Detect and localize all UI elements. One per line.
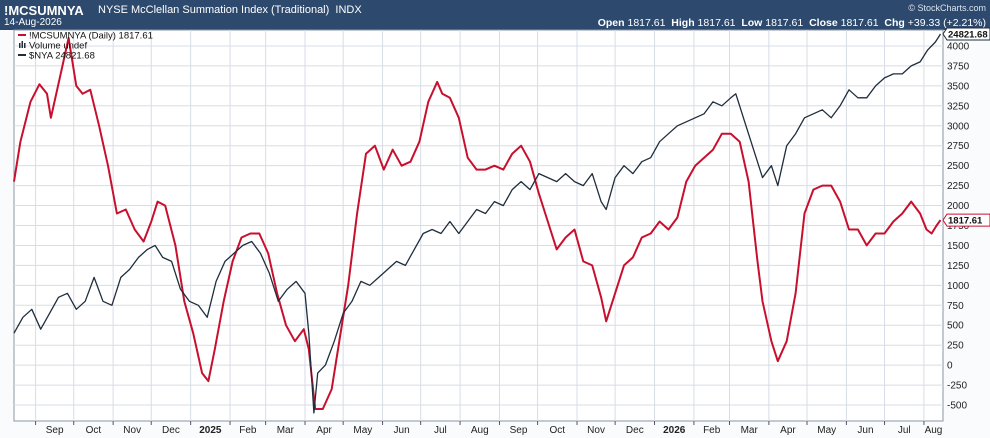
nya-last-value-text: 24821.68 <box>948 29 988 40</box>
legend-bar-marker <box>19 43 21 48</box>
low-label: Low <box>741 17 763 29</box>
y-tick-label: 1500 <box>947 241 970 252</box>
legend-entry: Volume undef <box>29 41 87 52</box>
y-tick-label: -500 <box>947 401 967 412</box>
description-text: NYSE McClellan Summation Index (Traditio… <box>98 4 330 16</box>
y-tick-label: 3250 <box>947 101 970 112</box>
summation-series-line <box>13 37 942 410</box>
x-tick-label: Sep <box>510 425 528 436</box>
stockcharts-watermark: © StockCharts.com <box>908 3 986 13</box>
close-value: 1817.61 <box>840 17 879 29</box>
x-tick-label: Aug <box>471 425 489 436</box>
x-tick-label: Nov <box>123 425 141 436</box>
y-tick-label: 1250 <box>947 261 970 272</box>
exchange-label: INDX <box>335 4 362 16</box>
y-tick-label: 3750 <box>947 61 970 72</box>
x-tick-label: Oct <box>550 425 566 436</box>
y-tick-label: 750 <box>947 301 964 312</box>
x-tick-label: Mar <box>277 425 295 436</box>
open-label: Open <box>597 17 625 29</box>
x-tick-label: Feb <box>239 425 257 436</box>
y-tick-label: 500 <box>947 321 964 332</box>
x-tick-label: Dec <box>626 425 644 436</box>
change-label: Chg <box>884 17 905 29</box>
y-tick-label: 250 <box>947 341 964 352</box>
x-tick-label: Oct <box>86 425 102 436</box>
x-tick-label: Jul <box>434 425 447 436</box>
x-tick-label: May <box>817 425 836 436</box>
ohlc-readout: Open 1817.61 High 1817.61 Low 1817.61 Cl… <box>598 17 986 29</box>
x-tick-label: May <box>353 425 372 436</box>
summation-last-value-box <box>942 213 990 227</box>
high-label: High <box>671 17 695 29</box>
x-tick-label: Jun <box>857 425 873 436</box>
legend-entry: !MCSUMNYA (Daily) 1817.61 <box>29 31 153 42</box>
y-tick-label: 3500 <box>947 81 970 92</box>
x-tick-label: Apr <box>316 425 332 436</box>
x-tick-label: Jun <box>394 425 410 436</box>
x-tick-label: Apr <box>780 425 796 436</box>
y-tick-label: 3000 <box>947 121 970 132</box>
legend-bar-marker <box>24 43 26 48</box>
change-value: +39.33 (+2.21%) <box>907 17 986 29</box>
nya-series-line <box>13 33 942 414</box>
x-tick-label: Nov <box>587 425 605 436</box>
high-value: 1817.61 <box>697 17 736 29</box>
legend-bar-marker <box>21 41 23 48</box>
y-tick-label: 2500 <box>947 161 970 172</box>
nya-last-value-box <box>942 27 990 41</box>
symbol-description: NYSE McClellan Summation Index (Traditio… <box>98 4 362 16</box>
x-tick-label: 2026 <box>663 425 686 436</box>
y-tick-label: 2750 <box>947 141 970 152</box>
y-tick-label: 2250 <box>947 181 970 192</box>
x-tick-label: Feb <box>703 425 721 436</box>
y-tick-label: -250 <box>947 381 967 392</box>
symbol-title[interactable]: !MCSUMNYA <box>4 3 84 18</box>
y-tick-label: 0 <box>947 361 953 372</box>
y-tick-label: 1000 <box>947 281 970 292</box>
x-tick-label: Jul <box>898 425 911 436</box>
x-tick-label: Dec <box>162 425 180 436</box>
nya-last-value-tag: 24821.68 <box>942 27 990 41</box>
x-tick-label: Sep <box>46 425 64 436</box>
chart-date: 14-Aug-2026 <box>4 17 62 28</box>
summation-last-value-text: 1817.61 <box>948 216 983 227</box>
open-value: 1817.61 <box>627 17 666 29</box>
chart-header: !MCSUMNYA NYSE McClellan Summation Index… <box>0 0 990 30</box>
x-tick-label: 2025 <box>199 425 222 436</box>
y-tick-label: 4000 <box>947 41 970 52</box>
y-tick-label: 2000 <box>947 201 970 212</box>
low-value: 1817.61 <box>765 17 804 29</box>
x-tick-label: Aug <box>925 425 943 436</box>
summation-last-value-tag: 1817.61 <box>942 213 990 227</box>
x-tick-label: Mar <box>741 425 759 436</box>
legend-entry: $NYA 24821.68 <box>29 51 95 62</box>
close-label: Close <box>809 17 838 29</box>
